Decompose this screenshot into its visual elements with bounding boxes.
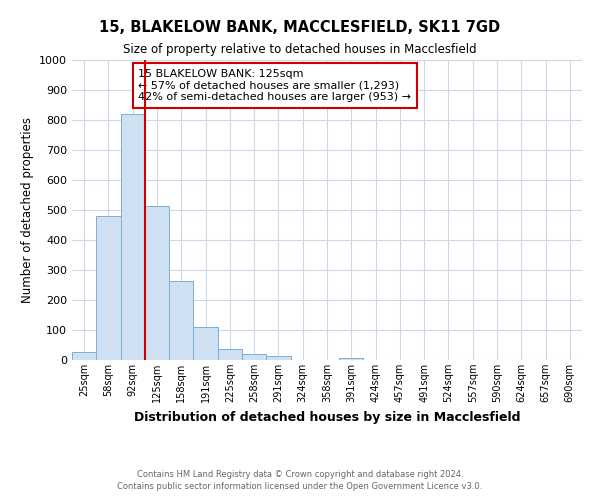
Text: Contains public sector information licensed under the Open Government Licence v3: Contains public sector information licen… [118,482,482,491]
Bar [72,352,96,360]
X-axis label: Distribution of detached houses by size in Macclesfield: Distribution of detached houses by size … [134,410,520,424]
Text: Contains HM Land Registry data © Crown copyright and database right 2024.: Contains HM Land Registry data © Crown c… [137,470,463,479]
Text: Size of property relative to detached houses in Macclesfield: Size of property relative to detached ho… [123,42,477,56]
Y-axis label: Number of detached properties: Number of detached properties [20,117,34,303]
Bar [266,356,290,360]
Bar [242,354,266,360]
Bar [218,349,242,360]
Bar [339,358,364,360]
Bar [169,280,193,360]
Bar [145,206,169,360]
Bar [96,216,121,360]
Text: 15, BLAKELOW BANK, MACCLESFIELD, SK11 7GD: 15, BLAKELOW BANK, MACCLESFIELD, SK11 7G… [100,20,500,35]
Text: 15 BLAKELOW BANK: 125sqm
← 57% of detached houses are smaller (1,293)
42% of sem: 15 BLAKELOW BANK: 125sqm ← 57% of detach… [139,69,412,102]
Bar [193,327,218,360]
Bar [121,114,145,360]
